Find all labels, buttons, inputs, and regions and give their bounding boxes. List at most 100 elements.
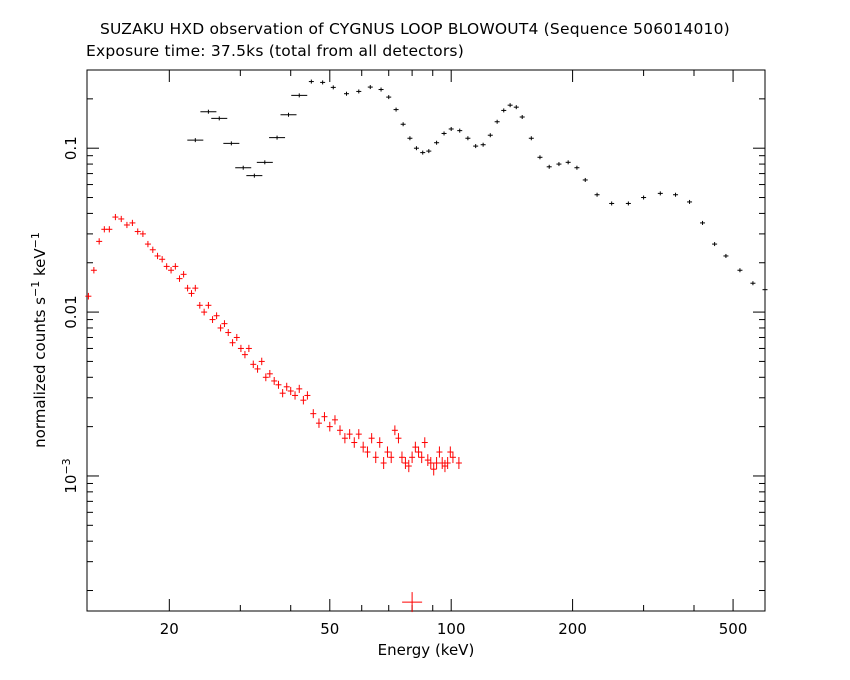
data-point-red — [217, 324, 224, 332]
x-tick-label: 100 — [437, 620, 466, 638]
data-point-black — [625, 201, 631, 206]
data-point-red — [129, 219, 136, 227]
data-point-red — [139, 230, 146, 238]
data-point-red — [436, 446, 443, 458]
data-point-red — [380, 456, 387, 469]
data-point-red — [364, 446, 371, 458]
y-axis-label-sup1: −1 — [29, 281, 42, 297]
data-point-red — [90, 267, 97, 274]
data-point-red — [258, 357, 265, 366]
chart-subtitle: Exposure time: 37.5ks (total from all de… — [86, 42, 464, 60]
data-point-red — [192, 284, 199, 292]
data-point-black — [487, 133, 493, 138]
data-point-red — [221, 320, 228, 328]
data-point-black — [507, 103, 513, 108]
data-point-red — [402, 456, 409, 469]
data-point-red — [447, 446, 454, 458]
data-point-black — [386, 95, 392, 100]
data-point-black — [269, 135, 286, 140]
data-point-black — [494, 119, 500, 124]
data-point-red — [415, 446, 422, 458]
data-point-red — [398, 451, 405, 464]
data-point-red — [245, 344, 252, 353]
data-point-black — [574, 165, 580, 170]
data-point-red — [176, 275, 183, 282]
data-point-red — [172, 263, 179, 270]
data-point-red — [159, 256, 166, 263]
data-point-red — [388, 451, 395, 464]
data-point-red — [360, 441, 367, 453]
data-point-black — [537, 155, 543, 160]
data-point-black — [280, 112, 297, 117]
data-point-red — [372, 451, 379, 464]
data-point-red — [292, 391, 299, 400]
data-point-red — [441, 459, 448, 473]
data-point-red — [395, 433, 402, 444]
y-axis-label: normalized counts s−1 keV−1 — [29, 232, 49, 448]
data-point-red — [341, 433, 348, 444]
data-point-red — [271, 377, 278, 385]
data-point-black — [256, 160, 273, 165]
data-point-red — [112, 213, 119, 221]
data-point-red — [424, 454, 431, 466]
y-axis-label-main: normalized counts s — [31, 297, 49, 448]
data-point-red — [439, 456, 446, 469]
data-point-red — [391, 425, 398, 436]
data-point-black — [291, 93, 308, 98]
data-point-black — [320, 80, 326, 85]
data-point-red — [149, 246, 156, 253]
data-point-red — [101, 226, 108, 233]
data-point-black — [513, 105, 519, 110]
data-point-black — [700, 220, 706, 225]
data-point-red — [287, 386, 294, 396]
data-point-black — [687, 199, 693, 204]
data-point-red — [405, 459, 412, 473]
data-point-black — [528, 136, 534, 141]
x-tick-label: 20 — [160, 620, 179, 638]
data-point-black — [673, 192, 679, 197]
data-point-black — [448, 126, 454, 131]
data-point-red — [168, 267, 175, 274]
data-point-black — [407, 136, 413, 141]
data-point-black — [556, 162, 562, 167]
data-point-red — [455, 456, 462, 469]
data-point-red — [321, 412, 328, 422]
data-point-red — [409, 451, 416, 464]
data-point-red — [118, 215, 125, 223]
data-point-red — [184, 284, 191, 292]
data-point-red — [331, 415, 338, 425]
data-point-red — [209, 316, 216, 323]
data-point-red — [402, 592, 423, 613]
data-point-red — [279, 389, 286, 398]
data-point-red — [310, 409, 317, 419]
data-point-red — [188, 290, 195, 297]
data-point-red — [225, 329, 232, 337]
data-point-black — [393, 107, 399, 112]
data-point-red — [154, 252, 161, 260]
data-point-black — [712, 242, 718, 247]
data-point-red — [444, 456, 451, 469]
data-point-red — [315, 418, 322, 428]
data-point-red — [123, 221, 130, 229]
data-point-red — [275, 380, 282, 389]
data-points — [85, 79, 768, 613]
x-tick-label: 500 — [719, 620, 748, 638]
data-point-black — [762, 287, 768, 292]
data-point-red — [106, 226, 113, 233]
data-point-red — [376, 437, 383, 448]
data-point-red — [346, 429, 353, 440]
data-point-black — [609, 201, 615, 206]
data-point-black — [457, 128, 463, 133]
data-point-black — [400, 122, 406, 127]
data-point-red — [421, 437, 428, 448]
x-tick-label: 50 — [320, 620, 339, 638]
data-point-red — [163, 263, 170, 270]
data-point-red — [134, 228, 141, 235]
data-point-red — [229, 339, 236, 347]
data-point-red — [266, 369, 273, 378]
data-point-black — [223, 141, 240, 146]
data-point-red — [144, 240, 151, 248]
data-point-red — [326, 421, 333, 432]
x-axis-label: Energy (keV) — [378, 641, 475, 659]
